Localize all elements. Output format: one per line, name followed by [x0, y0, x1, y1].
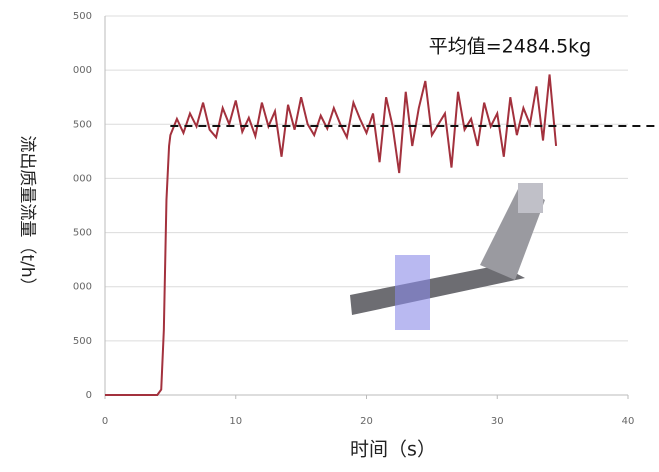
- x-tick-label: 30: [491, 416, 504, 427]
- x-axis-label: 时间（s）: [350, 439, 436, 461]
- y-tick-label: 500: [73, 11, 92, 22]
- x-tick-label: 10: [229, 416, 242, 427]
- x-tick-label: 20: [360, 416, 373, 427]
- annotation: 平均值=2484.5kg: [429, 36, 591, 58]
- y-tick-label: 500: [73, 119, 92, 130]
- chart: 平均值=2484.5kg 时间（s） 流出质量流量（t/h） 0 500 000 50…: [0, 0, 659, 468]
- y-axis-label: 流出质量流量（t/h）: [17, 135, 37, 294]
- y-tick-label: 000: [73, 173, 92, 184]
- y-tick-label: 000: [73, 282, 92, 293]
- x-tick-label: 0: [102, 416, 108, 427]
- y-tick-label: 500: [73, 336, 92, 347]
- y-tick-label: 000: [73, 65, 92, 76]
- y-tick-label: 0: [86, 390, 92, 401]
- y-tick-label: 500: [73, 228, 92, 239]
- x-tick-label: 40: [622, 416, 635, 427]
